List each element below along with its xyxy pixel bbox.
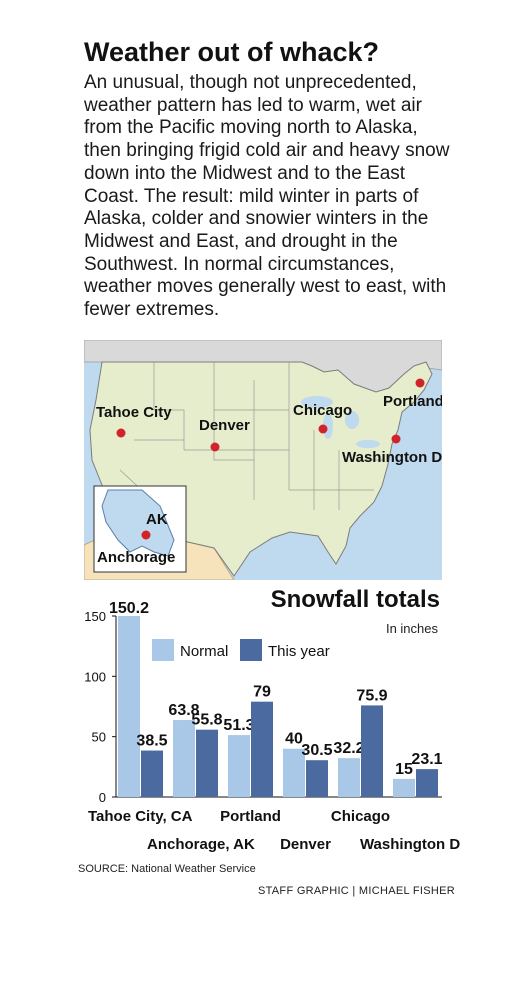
bar-value-label: 55.8 [191,712,222,729]
legend-swatch-this-year [240,639,262,661]
map-lake-huron [345,411,359,429]
marker-anchorage [141,530,151,540]
category-label: Denver [280,836,331,853]
bar-normal [173,720,195,797]
inset-alaska-shape [101,489,175,557]
bar-value-label: 51.3 [223,717,254,734]
category-label: Chicago [331,808,390,825]
map-svg: Tahoe City Denver Chicago Portland Washi… [83,339,453,581]
map-lake-superior [301,396,333,408]
bar-value-label: 15 [395,761,413,778]
bar-normal [118,616,140,797]
bar-normal [338,758,360,797]
legend-label-this-year: This year [268,643,330,660]
intro-text: An unusual, though not unprecedented, we… [84,72,450,321]
bar-value-label: 79 [253,684,271,701]
city-label-denver: Denver [199,417,250,434]
source-note: SOURCE: National Weather Service [78,863,256,875]
marker-washington-dc [391,434,401,444]
category-label: Anchorage, AK [147,836,255,853]
y-tick-label: 100 [84,669,106,684]
bar-value-label: 38.5 [136,733,167,750]
bar-value-label: 40 [285,731,303,748]
legend-label-normal: Normal [180,643,228,660]
y-tick-label: 150 [84,609,106,624]
inset-label-anchorage: Anchorage [97,549,175,566]
chart-legend: Normal This year [152,639,330,661]
chart-marks: 0 50 100 150 150.2 38.5 Tahoe City, CA 63.855.8… [84,600,471,853]
bar-normal [228,735,250,797]
us-map: Tahoe City Denver Chicago Portland Washi… [83,339,453,581]
y-tick-label: 50 [92,730,106,745]
bar-value-label: 30.5 [301,742,332,759]
bar-this-year [141,750,163,797]
city-label-portland: Portland [383,393,442,410]
bar-this-year [361,705,383,797]
bar-normal [393,778,415,797]
chart-svg: Snowfall totals In inches Normal This ye… [84,586,471,853]
chart-subtitle: In inches [386,621,439,636]
city-label-tahoe-city: Tahoe City [96,404,172,421]
bar-this-year [251,701,273,797]
inset-label-ak: AK [146,511,168,528]
category-label: Portland [220,808,281,825]
marker-portland [415,378,425,388]
bar-value-label: 75.9 [356,687,387,704]
marker-tahoe-city [116,428,126,438]
bar-this-year [196,729,218,797]
legend-swatch-normal [152,639,174,661]
marker-denver [210,442,220,452]
map-lake-erie [356,440,380,448]
bar-this-year [416,769,438,797]
bar-value-label: 63.8 [168,702,199,719]
headline: Weather out of whack? [84,37,380,67]
city-label-washington-dc: Washington DC [342,449,442,466]
y-tick-label: 0 [99,790,106,805]
snowfall-chart: Snowfall totals In inches Normal This ye… [70,580,471,862]
staff-credit: STAFF GRAPHIC | MICHAEL FISHER [257,885,455,897]
alaska-inset: AK Anchorage [93,485,187,573]
city-label-chicago: Chicago [293,402,352,419]
bar-value-label: 23.1 [411,751,442,768]
bar-value-label: 150.2 [109,600,149,617]
bar-normal [283,748,305,797]
category-label: Tahoe City, CA [88,808,193,825]
bar-this-year [306,760,328,797]
marker-chicago [318,424,328,434]
category-label: Washington DC [360,836,460,853]
chart-title: Snowfall totals [271,586,440,613]
bar-value-label: 32.2 [333,740,364,757]
